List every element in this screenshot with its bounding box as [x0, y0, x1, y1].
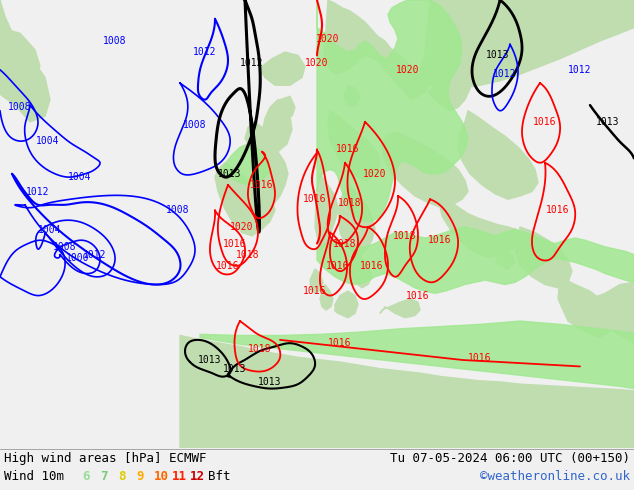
Polygon shape	[575, 282, 634, 343]
Text: 1004: 1004	[68, 172, 92, 182]
Text: 1016: 1016	[547, 205, 570, 215]
Text: 1013: 1013	[218, 169, 242, 179]
Text: 1016: 1016	[360, 261, 384, 270]
Polygon shape	[328, 111, 380, 180]
Polygon shape	[317, 227, 634, 294]
Polygon shape	[320, 285, 333, 310]
Text: 1018: 1018	[333, 239, 357, 248]
Text: 1020: 1020	[363, 169, 387, 179]
Polygon shape	[262, 99, 292, 152]
Text: 1016: 1016	[533, 117, 557, 127]
Polygon shape	[220, 144, 270, 185]
Text: 1013: 1013	[258, 377, 281, 387]
Text: 1016: 1016	[428, 235, 452, 245]
Text: 1004: 1004	[36, 136, 60, 146]
Text: 6: 6	[82, 470, 89, 483]
Polygon shape	[344, 85, 360, 107]
Text: 1020: 1020	[316, 34, 340, 44]
Polygon shape	[324, 0, 428, 99]
Polygon shape	[254, 129, 288, 207]
Text: 1004: 1004	[38, 225, 61, 235]
Text: 1016: 1016	[327, 261, 350, 270]
Polygon shape	[200, 321, 634, 389]
Text: 1008: 1008	[183, 120, 207, 130]
Polygon shape	[245, 122, 265, 149]
Text: 1018: 1018	[236, 249, 260, 260]
Polygon shape	[382, 133, 468, 207]
Polygon shape	[350, 251, 372, 288]
Polygon shape	[380, 299, 420, 318]
Text: 1013: 1013	[596, 117, 620, 127]
Text: 1016: 1016	[336, 145, 359, 154]
Text: 1016: 1016	[469, 353, 492, 363]
Text: 1012: 1012	[568, 65, 592, 75]
Text: 1000: 1000	[66, 253, 90, 263]
Text: 9: 9	[136, 470, 143, 483]
Text: High wind areas [hPa] ECMWF: High wind areas [hPa] ECMWF	[4, 452, 207, 466]
Text: 1016: 1016	[303, 286, 327, 296]
Text: Wind 10m: Wind 10m	[4, 470, 64, 483]
Text: 1018: 1018	[339, 197, 362, 208]
Polygon shape	[278, 97, 295, 116]
Text: 1016: 1016	[250, 180, 274, 190]
Text: 1016: 1016	[406, 291, 430, 300]
Polygon shape	[458, 111, 538, 199]
Text: 1012: 1012	[240, 58, 264, 68]
Text: 8: 8	[118, 470, 126, 483]
Polygon shape	[215, 163, 275, 236]
Text: 10: 10	[154, 470, 169, 483]
Polygon shape	[558, 277, 615, 338]
Text: 1020: 1020	[396, 65, 420, 75]
Text: 1012: 1012	[83, 249, 107, 260]
Polygon shape	[515, 227, 572, 288]
Polygon shape	[338, 185, 375, 258]
Text: 1020: 1020	[305, 58, 329, 68]
Text: 1013: 1013	[198, 355, 222, 365]
Text: 1016: 1016	[223, 239, 247, 248]
Text: ©weatheronline.co.uk: ©weatheronline.co.uk	[480, 470, 630, 483]
Text: Bft: Bft	[208, 470, 231, 483]
Text: 1012: 1012	[493, 69, 517, 79]
Polygon shape	[315, 174, 338, 249]
Text: 1016: 1016	[216, 261, 240, 270]
Polygon shape	[335, 291, 358, 318]
Text: 1008: 1008	[103, 36, 127, 46]
Polygon shape	[0, 0, 40, 77]
Polygon shape	[496, 251, 515, 269]
Polygon shape	[317, 0, 468, 221]
Polygon shape	[310, 269, 323, 294]
Text: 1008: 1008	[166, 205, 190, 215]
Text: 1012: 1012	[193, 47, 217, 57]
Text: 1008: 1008	[8, 102, 32, 112]
Polygon shape	[180, 336, 634, 448]
Text: 1020: 1020	[230, 222, 254, 232]
Text: 1013: 1013	[486, 50, 510, 60]
Text: Tu 07-05-2024 06:00 UTC (00+150): Tu 07-05-2024 06:00 UTC (00+150)	[390, 452, 630, 466]
Polygon shape	[428, 59, 472, 111]
Text: 1016: 1016	[303, 194, 327, 204]
Polygon shape	[260, 52, 305, 85]
Polygon shape	[420, 0, 634, 89]
Text: 1013: 1013	[223, 364, 247, 374]
Text: 1018: 1018	[393, 231, 417, 241]
Text: 1008: 1008	[53, 242, 77, 252]
Text: 11: 11	[172, 470, 187, 483]
Polygon shape	[440, 199, 520, 258]
Text: 1016: 1016	[328, 338, 352, 348]
Polygon shape	[0, 0, 50, 122]
Text: 7: 7	[100, 470, 108, 483]
Text: 1018: 1018	[249, 343, 272, 354]
Text: 12: 12	[190, 470, 205, 483]
Text: 1012: 1012	[26, 187, 49, 196]
